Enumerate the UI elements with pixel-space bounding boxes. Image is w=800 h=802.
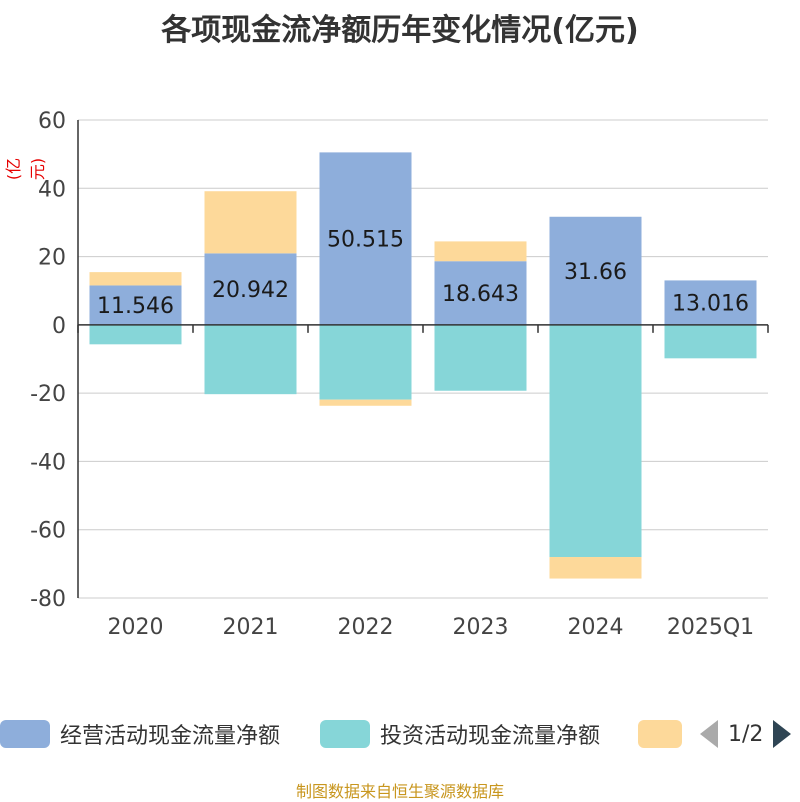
legend-swatch-investing bbox=[320, 720, 370, 748]
data-label: 50.515 bbox=[327, 228, 404, 253]
bar-chart: 60 40 20 0 -20 -40 -60 -80 11.546 2020 20.942 2021 5… bbox=[30, 109, 769, 640]
x-tick-label: 2021 bbox=[223, 615, 279, 640]
legend-swatch-third bbox=[638, 720, 682, 748]
data-label: 11.546 bbox=[97, 294, 174, 319]
legend-item-third[interactable] bbox=[638, 716, 682, 752]
y-tick-label: 0 bbox=[52, 314, 66, 339]
bar-investing bbox=[89, 324, 182, 345]
y-tick-label: -60 bbox=[30, 519, 66, 544]
legend-pager: 1/2 bbox=[700, 716, 792, 752]
legend-page-indicator: 1/2 bbox=[728, 721, 764, 747]
x-tick-label: 2020 bbox=[108, 615, 164, 640]
bar-operating bbox=[664, 280, 757, 325]
x-tick-label: 2024 bbox=[568, 615, 624, 640]
y-tick-label: -20 bbox=[30, 382, 66, 407]
legend-next-page-icon[interactable] bbox=[773, 720, 792, 748]
y-tick-label: -40 bbox=[30, 450, 66, 475]
x-tick-label: 2022 bbox=[338, 615, 394, 640]
legend-label-operating: 经营活动现金流量净额 bbox=[60, 724, 281, 749]
legend-item-operating[interactable]: 经营活动现金流量净额 bbox=[0, 716, 280, 752]
bar-other bbox=[434, 241, 527, 262]
legend: 经营活动现金流量净额 投资活动现金流量净额 bbox=[0, 716, 800, 756]
bar-investing bbox=[434, 324, 527, 391]
bar-other bbox=[89, 272, 182, 286]
bar-operating bbox=[434, 261, 527, 325]
bar-investing bbox=[549, 324, 642, 558]
y-tick-label: 40 bbox=[38, 177, 66, 202]
bar-investing bbox=[204, 324, 297, 395]
y-tick-label: -80 bbox=[30, 587, 66, 612]
bar-operating bbox=[89, 285, 182, 325]
bar-other bbox=[319, 399, 412, 406]
data-label: 13.016 bbox=[672, 292, 749, 317]
x-tick-label: 2023 bbox=[453, 615, 509, 640]
y-tick-label: 20 bbox=[38, 246, 66, 271]
bar-other bbox=[204, 191, 297, 254]
x-tick-label: 2025Q1 bbox=[667, 615, 754, 640]
legend-prev-page-icon[interactable] bbox=[700, 720, 718, 748]
bar-investing bbox=[664, 324, 757, 359]
legend-label-investing: 投资活动现金流量净额 bbox=[380, 724, 601, 749]
data-label: 31.66 bbox=[564, 260, 627, 285]
data-label: 20.942 bbox=[212, 278, 289, 303]
bar-other bbox=[549, 557, 642, 579]
data-source: 制图数据来自恒生聚源数据库 bbox=[295, 782, 504, 801]
chart-title: 各项现金流净额历年变化情况(亿元) bbox=[161, 13, 639, 48]
bar-operating bbox=[204, 253, 297, 325]
data-label: 18.643 bbox=[442, 282, 519, 307]
bar-investing bbox=[319, 324, 412, 400]
bar-operating bbox=[319, 152, 412, 325]
legend-item-investing[interactable]: 投资活动现金流量净额 bbox=[320, 716, 600, 752]
y-tick-label: 60 bbox=[38, 109, 66, 134]
legend-swatch-operating bbox=[0, 720, 50, 748]
bar-operating bbox=[549, 216, 642, 325]
